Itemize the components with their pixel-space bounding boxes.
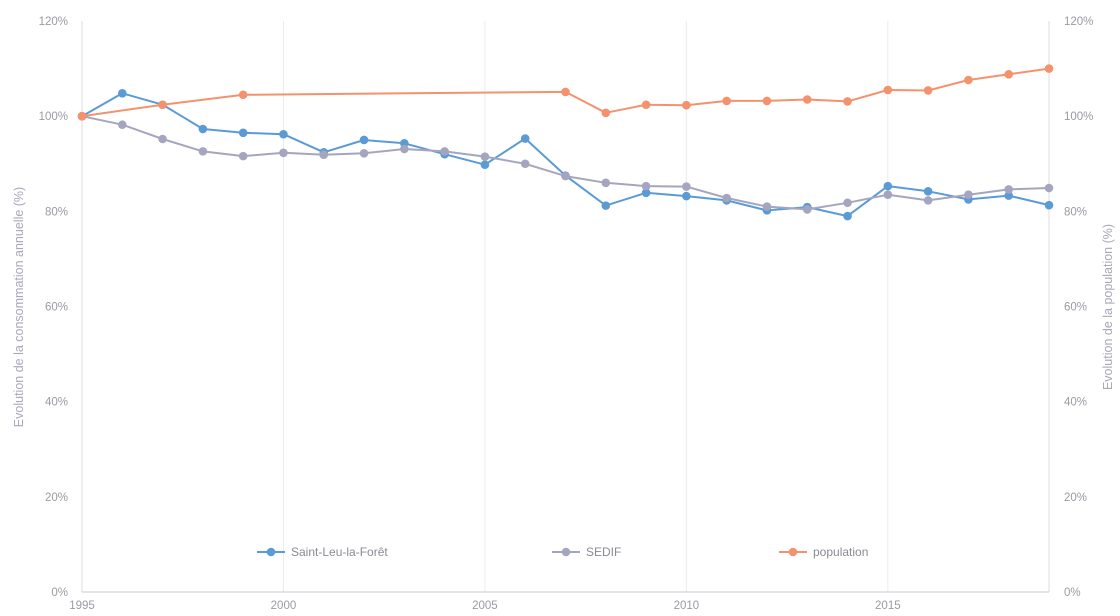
left-y-axis: 0% 20% 40% 60% 80% 100% 120% — [39, 16, 68, 599]
legend-marker — [561, 547, 571, 557]
data-point — [641, 100, 651, 110]
data-point — [561, 87, 570, 97]
data-point — [1004, 191, 1014, 200]
data-point — [1044, 64, 1054, 73]
legend-item-0: Saint-Leu-la-Forêt — [257, 545, 388, 559]
grid-lines — [81, 21, 1050, 592]
y-tick-left: 20% — [45, 492, 68, 504]
data-point — [117, 89, 127, 98]
series-lines — [77, 64, 1054, 221]
y-tick-right: 80% — [1064, 206, 1087, 218]
y-tick-right: 20% — [1064, 492, 1087, 504]
data-point — [561, 171, 570, 181]
x-tick: 2000 — [271, 600, 297, 612]
data-point — [601, 108, 611, 118]
data-point — [883, 85, 893, 95]
series-1 — [77, 111, 1054, 214]
data-point — [722, 193, 731, 203]
x-tick: 1995 — [69, 600, 95, 612]
data-point — [279, 148, 288, 158]
data-point — [601, 178, 611, 188]
data-point — [682, 191, 691, 201]
y-tick-right: 120% — [1064, 16, 1093, 28]
data-point — [964, 190, 973, 199]
data-point — [359, 135, 369, 145]
data-point — [238, 128, 248, 138]
data-point — [722, 96, 731, 106]
data-point — [238, 151, 248, 161]
data-point — [843, 97, 852, 106]
data-point — [238, 90, 248, 100]
data-point — [480, 152, 490, 161]
data-point — [319, 150, 329, 160]
data-point — [601, 201, 611, 210]
x-tick: 2010 — [674, 600, 700, 612]
data-point — [964, 75, 973, 85]
data-point — [762, 96, 772, 106]
y-tick-left: 40% — [45, 397, 68, 409]
legend-label: population — [813, 545, 868, 559]
legend-marker — [788, 547, 798, 557]
data-point — [923, 196, 933, 205]
data-point — [77, 111, 87, 121]
legend-item-2: population — [779, 545, 868, 559]
data-point — [480, 160, 490, 170]
legend-item-1: SEDIF — [552, 545, 621, 559]
y-tick-right: 60% — [1064, 302, 1087, 314]
data-point — [1044, 200, 1054, 210]
x-axis: 1995 2000 2005 2010 2015 — [69, 600, 900, 612]
data-point — [359, 148, 369, 158]
y-tick-left: 60% — [45, 302, 68, 314]
data-point — [682, 100, 691, 110]
data-point — [440, 147, 449, 156]
data-point — [520, 134, 530, 143]
legend-marker — [266, 547, 276, 557]
data-point — [641, 181, 651, 191]
data-point — [400, 144, 409, 154]
series-line — [81, 67, 1050, 118]
legend-label: SEDIF — [586, 545, 621, 559]
series-2 — [77, 64, 1054, 121]
data-point — [802, 95, 812, 104]
data-point — [682, 182, 691, 191]
y-axis-title-left: Evolution de la consommation annuelle (%… — [12, 187, 26, 427]
x-tick: 2005 — [472, 600, 498, 612]
legend-label: Saint-Leu-la-Forêt — [291, 545, 388, 559]
data-point — [1004, 185, 1014, 194]
data-point — [1044, 183, 1054, 193]
data-point — [883, 181, 893, 191]
y-tick-left: 120% — [39, 16, 68, 28]
y-tick-right: 100% — [1064, 111, 1093, 123]
data-point — [762, 202, 772, 211]
y-tick-left: 80% — [45, 206, 68, 218]
legend: Saint-Leu-la-Forêt SEDIF population — [257, 545, 868, 559]
data-point — [158, 134, 167, 144]
y-tick-right: 40% — [1064, 397, 1087, 409]
right-y-axis: 0% 20% 40% 60% 80% 100% 120% — [1064, 16, 1093, 599]
x-tick: 2015 — [875, 600, 901, 612]
data-point — [520, 159, 530, 169]
y-tick-right: 0% — [1064, 587, 1081, 599]
data-point — [923, 187, 933, 196]
data-point — [1004, 69, 1014, 79]
data-point — [802, 205, 812, 214]
data-point — [923, 86, 933, 95]
y-tick-left: 0% — [51, 587, 68, 599]
data-point — [158, 100, 167, 110]
y-tick-left: 100% — [39, 111, 68, 123]
data-point — [843, 211, 852, 221]
data-point — [198, 124, 208, 134]
y-axis-title-right: Evolution de la population (%) — [1101, 224, 1115, 390]
data-point — [883, 190, 893, 199]
data-point — [117, 120, 127, 130]
data-point — [279, 129, 288, 139]
data-point — [198, 147, 208, 156]
data-point — [843, 198, 852, 208]
data-point — [641, 188, 651, 198]
series-line — [81, 115, 1050, 211]
